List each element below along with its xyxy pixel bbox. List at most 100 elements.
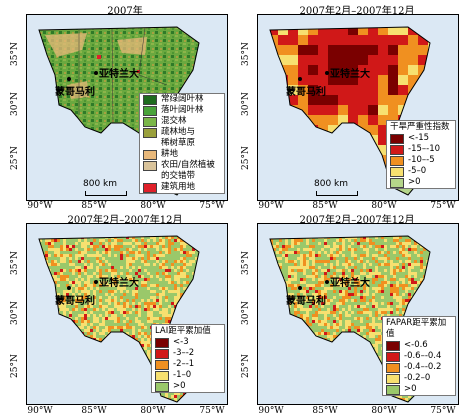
raster-cell bbox=[72, 368, 75, 371]
raster-cell bbox=[123, 329, 126, 332]
raster-cell bbox=[174, 242, 177, 245]
raster-cell bbox=[192, 395, 195, 398]
raster-cell bbox=[186, 269, 189, 272]
raster-cell bbox=[90, 353, 93, 356]
raster-cell bbox=[186, 299, 189, 302]
raster-cell bbox=[192, 398, 195, 401]
raster-cell bbox=[90, 302, 93, 305]
raster-cell bbox=[126, 284, 129, 287]
raster-cell bbox=[84, 248, 87, 251]
raster-cell bbox=[258, 135, 268, 145]
raster-cell bbox=[75, 320, 78, 323]
raster-cell bbox=[294, 224, 297, 227]
raster-cell bbox=[75, 266, 78, 269]
raster-cell bbox=[321, 224, 324, 227]
raster-cell bbox=[348, 85, 358, 95]
raster-cell bbox=[368, 95, 378, 105]
raster-cell bbox=[171, 302, 174, 305]
raster-cell bbox=[114, 263, 117, 266]
raster-cell bbox=[207, 239, 210, 242]
raster-cell bbox=[111, 290, 114, 293]
raster-cell bbox=[48, 350, 51, 353]
raster-cell bbox=[120, 341, 123, 344]
raster-cell bbox=[129, 353, 132, 356]
raster-cell bbox=[30, 269, 33, 272]
raster-cell bbox=[278, 15, 288, 25]
raster-cell bbox=[129, 380, 132, 383]
raster-cell bbox=[120, 386, 123, 389]
raster-cell bbox=[105, 248, 108, 251]
raster-cell bbox=[378, 65, 388, 75]
raster-cell bbox=[201, 401, 204, 404]
raster-cell bbox=[117, 356, 120, 359]
raster-cell bbox=[368, 75, 378, 85]
raster-cell bbox=[318, 227, 321, 230]
raster-cell bbox=[144, 341, 147, 344]
raster-cell bbox=[141, 335, 144, 338]
raster-cell bbox=[159, 284, 162, 287]
raster-cell bbox=[90, 263, 93, 266]
raster-cell bbox=[384, 227, 387, 230]
raster-cell bbox=[225, 401, 227, 404]
raster-cell bbox=[78, 227, 81, 230]
raster-cell bbox=[358, 145, 368, 155]
raster-cell bbox=[48, 299, 51, 302]
raster-cell bbox=[123, 293, 126, 296]
raster-cell bbox=[30, 263, 33, 266]
raster-cell bbox=[298, 75, 308, 85]
raster-cell bbox=[171, 305, 174, 308]
raster-cell bbox=[75, 272, 78, 275]
raster-cell bbox=[27, 275, 30, 278]
raster-cell bbox=[42, 380, 45, 383]
raster-cell bbox=[111, 320, 114, 323]
raster-cell bbox=[33, 290, 36, 293]
raster-cell bbox=[132, 254, 135, 257]
raster-cell bbox=[270, 185, 278, 195]
raster-cell bbox=[87, 374, 90, 377]
raster-cell bbox=[126, 350, 129, 353]
raster-cell bbox=[69, 296, 72, 299]
raster-cell bbox=[51, 293, 54, 296]
raster-cell bbox=[45, 350, 48, 353]
raster-cell bbox=[33, 266, 36, 269]
raster-cell bbox=[177, 251, 180, 254]
raster-cell bbox=[66, 359, 69, 362]
raster-cell bbox=[78, 398, 81, 401]
raster-cell bbox=[162, 248, 165, 251]
raster-cell bbox=[153, 299, 156, 302]
raster-cell bbox=[276, 233, 279, 236]
raster-cell bbox=[69, 353, 72, 356]
raster-cell bbox=[27, 338, 30, 341]
raster-cell bbox=[114, 392, 117, 395]
raster-cell bbox=[90, 305, 93, 308]
raster-cell bbox=[135, 398, 138, 401]
raster-cell bbox=[306, 224, 309, 227]
raster-cell bbox=[117, 383, 120, 386]
raster-cell bbox=[123, 401, 126, 402]
raster-cell bbox=[87, 260, 90, 263]
raster-cell bbox=[66, 278, 69, 281]
raster-cell bbox=[27, 248, 30, 251]
raster-cell bbox=[45, 305, 48, 308]
raster-cell bbox=[129, 278, 132, 281]
raster-cell bbox=[27, 335, 30, 338]
raster-cell bbox=[135, 275, 138, 278]
raster-cell bbox=[99, 395, 102, 398]
raster-cell bbox=[114, 284, 117, 287]
raster-cell bbox=[183, 251, 186, 254]
raster-cell bbox=[27, 296, 30, 299]
raster-cell bbox=[141, 371, 144, 374]
raster-cell bbox=[135, 401, 138, 402]
raster-cell bbox=[39, 326, 42, 329]
raster-cell bbox=[66, 242, 69, 245]
raster-cell bbox=[390, 224, 393, 227]
raster-cell bbox=[108, 266, 111, 269]
raster-cell bbox=[39, 377, 42, 380]
raster-cell bbox=[117, 245, 120, 248]
raster-cell bbox=[222, 266, 225, 269]
raster-cell bbox=[57, 347, 60, 350]
raster-cell bbox=[366, 224, 369, 227]
raster-cell bbox=[141, 293, 144, 296]
raster-cell bbox=[126, 269, 129, 272]
raster-cell bbox=[222, 308, 225, 311]
